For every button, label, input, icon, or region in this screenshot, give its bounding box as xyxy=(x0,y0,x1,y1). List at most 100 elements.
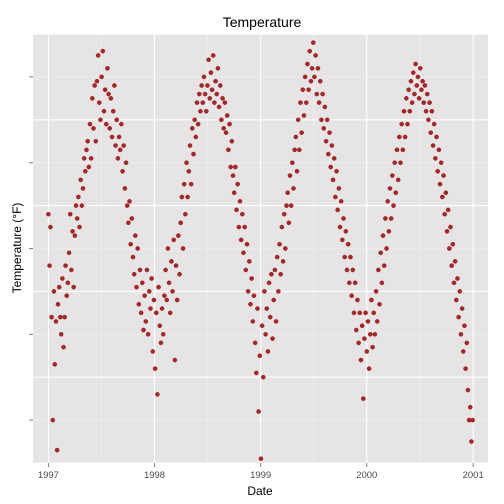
data-point xyxy=(377,301,382,307)
data-point xyxy=(255,306,260,311)
data-point xyxy=(395,177,401,183)
data-point xyxy=(177,271,182,277)
data-point xyxy=(220,96,225,101)
data-point xyxy=(71,284,77,290)
data-point xyxy=(83,168,88,174)
data-point xyxy=(135,246,140,251)
data-point xyxy=(209,87,215,93)
data-point xyxy=(128,241,133,247)
data-point xyxy=(438,160,444,165)
data-point xyxy=(114,117,120,123)
data-point xyxy=(130,254,136,260)
data-point xyxy=(237,199,243,204)
data-point xyxy=(362,336,367,341)
data-point xyxy=(113,143,118,148)
data-point xyxy=(101,108,107,114)
data-point xyxy=(197,91,202,97)
data-point xyxy=(373,289,379,294)
data-point xyxy=(94,78,100,84)
data-point xyxy=(393,190,399,196)
data-point xyxy=(81,156,87,161)
data-point xyxy=(366,366,372,371)
data-point xyxy=(291,186,296,191)
data-point xyxy=(353,327,359,333)
data-point xyxy=(336,186,342,191)
data-point xyxy=(431,121,437,127)
data-point xyxy=(56,284,62,290)
data-point xyxy=(116,134,122,140)
data-point xyxy=(108,96,114,101)
data-point xyxy=(330,177,336,183)
data-point xyxy=(98,117,103,123)
data-point xyxy=(153,310,159,316)
data-point xyxy=(313,53,318,58)
data-point xyxy=(265,349,271,354)
data-point xyxy=(430,143,436,148)
data-point xyxy=(465,387,471,393)
data-point xyxy=(280,259,286,264)
data-point xyxy=(46,211,51,217)
data-point xyxy=(253,370,259,376)
grid-lines xyxy=(33,33,488,464)
data-point xyxy=(249,276,254,281)
data-point xyxy=(107,126,113,131)
data-point xyxy=(391,203,396,208)
x-tick-label: 2001 xyxy=(463,470,484,481)
data-point xyxy=(144,267,150,273)
data-point xyxy=(58,314,63,320)
data-point xyxy=(443,190,449,196)
data-point xyxy=(170,289,175,294)
data-point xyxy=(273,319,279,324)
data-point xyxy=(90,96,95,101)
data-point xyxy=(201,74,207,80)
x-axis: 1997 1998 1999 2000 2001 xyxy=(29,76,484,481)
data-point xyxy=(78,177,83,183)
data-point xyxy=(85,138,90,144)
data-point xyxy=(187,143,193,148)
data-point xyxy=(149,276,154,281)
data-point xyxy=(213,78,218,84)
data-point xyxy=(163,267,168,273)
data-point xyxy=(245,289,251,294)
data-point xyxy=(416,96,422,101)
data-point xyxy=(420,78,425,84)
data-point xyxy=(55,301,61,307)
data-point xyxy=(52,362,58,367)
data-point xyxy=(174,297,180,303)
data-point xyxy=(241,250,246,256)
data-point xyxy=(48,224,53,230)
data-point xyxy=(290,160,295,165)
data-point xyxy=(151,297,157,303)
data-point xyxy=(266,280,272,286)
data-point xyxy=(185,194,190,200)
data-point xyxy=(401,108,407,114)
data-point xyxy=(112,83,117,88)
data-point xyxy=(445,207,451,213)
data-point xyxy=(217,83,223,88)
data-point xyxy=(212,100,217,105)
data-point xyxy=(140,280,145,286)
data-point xyxy=(95,53,101,58)
data-point xyxy=(463,366,468,371)
data-point xyxy=(264,306,270,311)
data-point xyxy=(205,83,210,88)
data-point xyxy=(160,331,166,337)
data-point xyxy=(141,327,146,333)
data-point xyxy=(281,211,287,217)
data-point xyxy=(120,168,125,174)
data-point xyxy=(271,297,277,303)
data-point xyxy=(413,61,418,67)
data-point xyxy=(77,224,82,230)
data-point xyxy=(409,100,415,105)
data-point xyxy=(444,229,450,234)
data-point xyxy=(267,314,273,320)
data-point xyxy=(317,78,323,84)
data-point xyxy=(274,254,280,260)
data-point xyxy=(134,284,139,290)
data-point xyxy=(234,207,239,213)
data-point xyxy=(180,246,186,251)
data-point xyxy=(424,91,430,97)
data-point xyxy=(159,306,165,311)
data-point xyxy=(146,289,152,294)
data-point xyxy=(415,74,421,80)
